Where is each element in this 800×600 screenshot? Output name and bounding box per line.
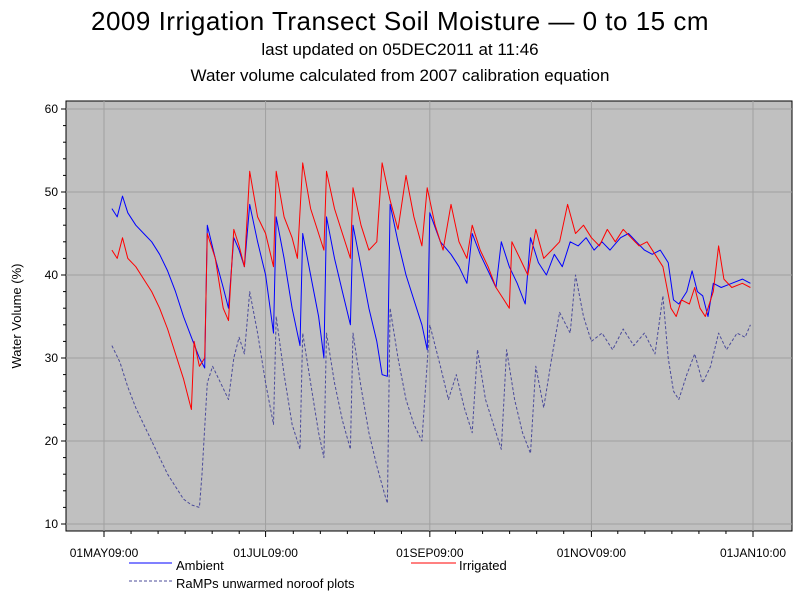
y-tick-label: 30 <box>45 351 59 365</box>
y-axis: 10 20 30 40 50 60 <box>45 102 66 531</box>
legend-label: RaMPs unwarmed noroof plots <box>176 576 355 591</box>
series-line-irrigated <box>111 162 751 410</box>
series-line-ambient <box>111 195 751 377</box>
y-tick-label: 60 <box>45 102 59 116</box>
x-tick-label: 01SEP09:00 <box>396 546 464 560</box>
chart-subtitle: last updated on 05DEC2011 at 11:46 <box>261 40 539 59</box>
y-tick-label: 40 <box>45 268 59 282</box>
plot-area <box>65 100 793 532</box>
series-layer <box>111 162 751 508</box>
y-tick-label: 20 <box>45 434 59 448</box>
legend-label: Ambient <box>176 558 224 573</box>
x-axis: 01MAY09:00 01JUL09:00 01SEP09:00 01NOV09:00… <box>70 531 786 560</box>
y-axis-label: Water Volume (%) <box>9 264 24 369</box>
chart-subtitle-2: Water volume calculated from 2007 calibr… <box>190 66 610 85</box>
series-line-ramps-unwarmed-noroof-plots <box>111 274 751 508</box>
x-tick-label: 01MAY09:00 <box>70 546 139 560</box>
x-tick-label: 01JAN10:00 <box>720 546 786 560</box>
y-tick-label: 10 <box>45 517 59 531</box>
legend-label: Irrigated <box>459 558 507 573</box>
legend: Ambient Irrigated RaMPs unwarmed noroof pl… <box>129 558 507 591</box>
x-tick-label: 01NOV09:00 <box>557 546 627 560</box>
chart-title: 2009 Irrigation Transect Soil Moisture —… <box>91 6 709 36</box>
x-tick-label: 01JUL09:00 <box>233 546 298 560</box>
y-tick-label: 50 <box>45 185 59 199</box>
